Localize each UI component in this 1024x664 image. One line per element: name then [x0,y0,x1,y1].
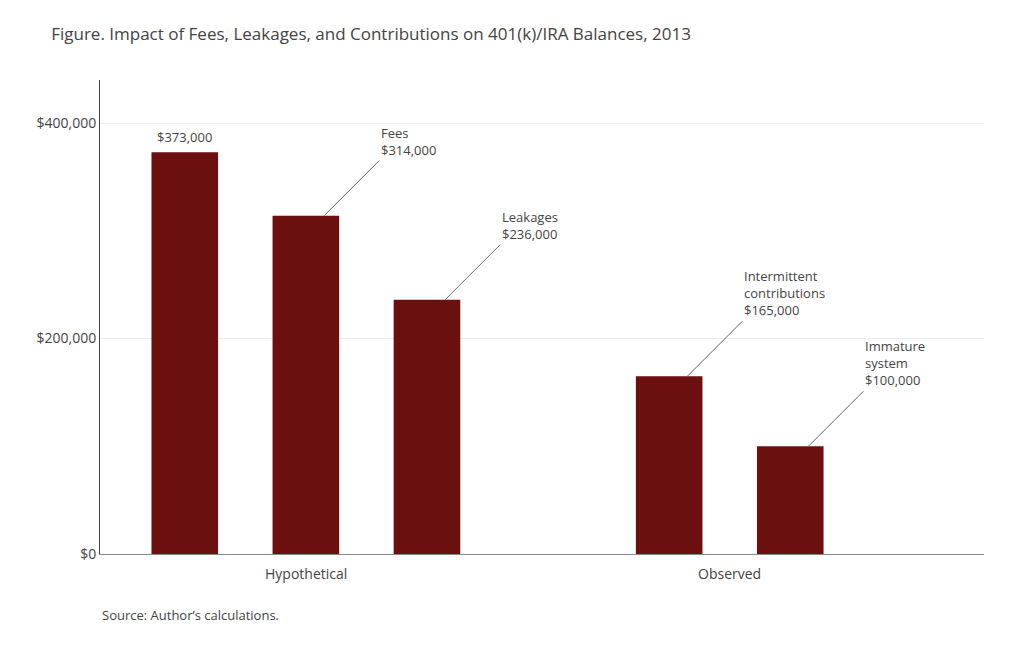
svg-text:$400,000: $400,000 [37,113,97,132]
svg-text:$200,000: $200,000 [37,328,97,347]
svg-text:Figure. Impact of Fees, Leakag: Figure. Impact of Fees, Leakages, and Co… [51,22,691,45]
svg-text:Fees$314,000: Fees$314,000 [381,124,436,159]
svg-text:$373,000: $373,000 [157,128,212,146]
svg-text:Observed: Observed [698,564,761,583]
svg-text:$0: $0 [80,544,96,563]
svg-text:Immaturesystem$100,000: Immaturesystem$100,000 [865,337,925,389]
svg-text:Hypothetical: Hypothetical [265,564,347,583]
svg-text:Source: Author’s calculations.: Source: Author’s calculations. [102,606,279,624]
svg-text:Intermittentcontributions$165,: Intermittentcontributions$165,000 [744,267,825,319]
svg-text:Leakages$236,000: Leakages$236,000 [502,208,558,243]
